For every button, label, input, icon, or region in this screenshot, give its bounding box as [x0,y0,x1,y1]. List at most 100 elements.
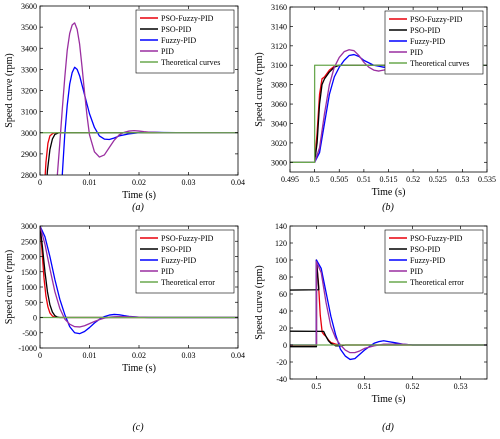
y-axis-label: Speed curve (rpm) [4,53,15,127]
x-tick-label: 0.52 [406,175,420,184]
series-line-fuzzy-pid [290,259,487,361]
y-tick-label: 2500 [21,237,37,246]
y-tick-label: 3160 [271,3,287,12]
legend: PSO-Fuzzy-PID PSO-PID Fuzzy-PID PID Theoreti… [135,9,235,74]
series-group [40,22,238,175]
y-tick-label: 20 [279,324,287,333]
x-tick-label: 0.02 [132,351,146,360]
x-tick-label: 0.04 [231,178,245,187]
y-tick-label: 3020 [271,139,287,148]
legend-entry: PID [410,267,423,276]
legend-entry: Theoretical error [410,278,464,287]
y-tick-label: 3000 [271,158,287,167]
legend: PSO-Fuzzy-PID PSO-PID Fuzzy-PID PID Theoreti… [384,229,484,294]
x-tick-label: 0.535 [478,175,496,184]
panel-caption: (b) [382,202,394,213]
x-tick-label: 0.53 [455,175,469,184]
panel-caption: (a) [132,202,144,213]
y-tick-label: 3000 [21,129,37,138]
y-tick-label: 3200 [21,87,37,96]
y-tick-label: 140 [275,222,287,231]
y-axis-label: Speed curve (rpm) [4,250,15,324]
y-axis-label: Speed curve (rpm) [254,265,265,339]
x-axis-label: Time (s) [372,394,406,405]
legend-entry: PSO-PID [161,25,191,34]
y-tick-label: 3000 [21,222,37,231]
legend-entry: Fuzzy-PID [410,256,445,265]
legend-entry: PSO-PID [410,245,440,254]
y-tick-label: -40 [276,375,287,384]
legend-entry: PSO-Fuzzy-PID [161,234,214,243]
x-tick-label: 0.01 [83,178,97,187]
x-tick-label: 0.51 [357,175,371,184]
y-tick-label: 3500 [21,23,37,32]
x-tick-label: 0.52 [406,382,420,391]
legend-entry: Fuzzy-PID [410,37,445,46]
legend-entry: PID [410,48,423,57]
x-tick-label: 0.53 [454,382,468,391]
series-group [290,259,487,361]
legend-entry: Fuzzy-PID [161,36,196,45]
x-axis-label: Time (s) [122,190,156,201]
series-line-pid [290,261,487,354]
y-tick-label: 3100 [271,61,287,70]
chart-panel-3: 0 0.01 0.02 0.03 0.04 -1000 -500 0 500 1000 1500 20… [4,222,245,433]
series-group [40,226,238,335]
chart-panel-1: 0 0.01 0.02 0.03 0.04 2800 2900 3000 3100 3200 330… [4,2,245,213]
x-tick-label: 0.02 [132,178,146,187]
legend-entry: PSO-Fuzzy-PID [410,234,463,243]
x-tick-label: 0.51 [357,382,371,391]
y-tick-label: 3060 [271,100,287,109]
y-tick-label: 3140 [271,22,287,31]
legend-entry: PID [161,47,174,56]
plot-frame [289,225,488,380]
y-tick-label: 80 [279,273,287,282]
panel-caption: (c) [132,422,144,433]
x-tick-label: 0.525 [429,175,447,184]
x-tick-label: 0.505 [330,175,348,184]
y-tick-label: -500 [22,329,37,338]
chart-panel-2: 0.495 0.5 0.505 0.51 0.515 0.52 0.525 0.53 0.535… [254,3,496,213]
legend-entry: PID [161,267,174,276]
x-tick-label: 0.495 [281,175,299,184]
x-tick-label: 0.03 [182,178,196,187]
x-tick-label: 0.515 [380,175,398,184]
y-tick-label: 2000 [21,253,37,262]
x-tick-label: 0 [38,351,42,360]
x-tick-label: 0.01 [83,351,97,360]
legend-entry: PSO-Fuzzy-PID [410,15,463,24]
y-tick-label: 3400 [21,44,37,53]
y-tick-label: 3600 [21,2,37,11]
y-tick-label: 60 [279,290,287,299]
y-tick-label: 0 [283,341,287,350]
y-tick-label: 3300 [21,65,37,74]
legend-entry: PSO-PID [410,26,440,35]
series-line-fuzzy-pid [61,66,238,175]
legend: PSO-Fuzzy-PID PSO-PID Fuzzy-PID PID Theoreti… [384,10,484,75]
legend-entry: Theoretical curves [410,59,469,68]
legend-entry: Theoretical error [161,278,215,287]
legend-entry: PSO-PID [161,245,191,254]
x-tick-label: 0 [38,178,42,187]
legend: PSO-Fuzzy-PID PSO-PID Fuzzy-PID PID Theoreti… [135,229,235,294]
x-tick-label: 0.03 [182,351,196,360]
panel-caption: (d) [382,422,394,433]
y-tick-label: 2800 [21,171,37,180]
y-tick-label: 3080 [271,81,287,90]
y-axis-label: Speed curve (rpm) [254,52,265,126]
y-tick-label: 0 [33,314,37,323]
y-tick-label: -20 [276,358,287,367]
x-tick-label: 0.5 [310,175,320,184]
x-tick-label: 0.04 [231,351,245,360]
y-tick-label: 1000 [21,283,37,292]
y-tick-label: 500 [25,298,37,307]
y-tick-label: 2900 [21,150,37,159]
y-tick-label: 120 [275,239,287,248]
y-tick-label: 3040 [271,119,287,128]
y-tick-label: 1500 [21,268,37,277]
y-tick-label: 3100 [21,108,37,117]
legend-entry: PSO-Fuzzy-PID [161,14,214,23]
y-tick-label: 3120 [271,42,287,51]
chart-panel-4: 0.5 0.51 0.52 0.53 -40 -20 0 20 40 60 80 100 120 140 T… [254,222,488,433]
